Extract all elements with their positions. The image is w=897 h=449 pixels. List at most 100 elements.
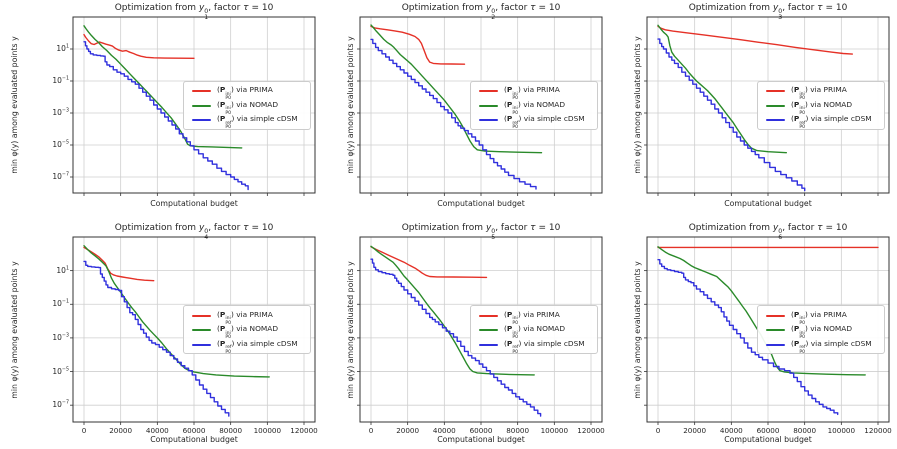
- legend-line-sample: [766, 314, 785, 317]
- legend-entry: (P ini P0) via NOMAD: [758, 99, 884, 116]
- y-tick-label: 10−5: [52, 366, 69, 376]
- y-axis-label: min φ(y) among evaluated points y: [346, 260, 355, 399]
- y-tick-label: 10−7: [52, 400, 69, 410]
- series-line: [657, 38, 806, 192]
- y-axis-label: min φ(y) among evaluated points y: [10, 260, 19, 399]
- legend-box: (P ini P0) via PRIMA (P ini P0) via NOMAD (P re…: [183, 305, 311, 355]
- legend-entry: (P ref P0) via simple cDSM: [184, 338, 310, 355]
- legend-entry: (P ini P0) via NOMAD: [184, 99, 310, 116]
- x-tick-label: 80000: [219, 425, 243, 435]
- x-tick-label: 100000: [540, 425, 569, 435]
- y-axis-label: min φ(y) among evaluated points y: [10, 36, 19, 174]
- y-axis-label: min φ(y) among evaluated points y: [633, 36, 642, 174]
- series-line: [370, 245, 535, 376]
- series-line: [657, 246, 866, 376]
- subplot-6: [644, 236, 890, 425]
- legend-line-sample: [479, 104, 498, 107]
- legend-entry-label: (P ini P0) via NOMAD: [791, 324, 853, 341]
- x-tick-label: 120000: [864, 425, 892, 435]
- series-line: [370, 24, 543, 154]
- legend-line-sample: [766, 90, 785, 92]
- y-tick-label: 10−7: [52, 172, 69, 181]
- x-axis-label: Computational budget: [437, 199, 525, 208]
- legend-entry: (P ini P0) via PRIMA: [471, 309, 597, 326]
- legend-entry: (P ini P0) via NOMAD: [471, 99, 597, 116]
- legend-line-sample: [479, 119, 498, 121]
- x-tick-label: 0: [655, 425, 661, 435]
- series-line: [370, 258, 542, 417]
- legend-box: (P ini P0) via PRIMA (P ini P0) via NOMAD (P re…: [757, 305, 885, 355]
- legend-line-sample: [192, 119, 211, 121]
- legend-entry-label: (P ini P0) via PRIMA: [217, 309, 273, 326]
- legend-line-sample: [192, 90, 211, 92]
- legend-entry-label: (P ini P0) via NOMAD: [217, 99, 279, 116]
- legend-entry-label: (P ref P0) via simple cDSM: [504, 114, 585, 131]
- x-tick-label: 40000: [145, 425, 169, 435]
- legend-entry: (P ref P0) via simple cDSM: [184, 113, 310, 130]
- legend-entry: (P ini P0) via PRIMA: [758, 84, 884, 101]
- legend-line-sample: [766, 343, 785, 346]
- legend-entry: (P ini P0) via PRIMA: [184, 84, 310, 101]
- series-line: [83, 260, 230, 417]
- x-tick-label: 40000: [432, 425, 456, 435]
- legend-box: (P ini P0) via PRIMA (P ini P0) via NOMAD (P re…: [470, 80, 598, 130]
- legend-line-sample: [479, 329, 498, 331]
- legend-box: (P ini P0) via PRIMA (P ini P0) via NOMAD (P re…: [757, 80, 885, 130]
- y-tick-label: 10−1: [52, 76, 69, 85]
- legend-line-sample: [766, 119, 785, 121]
- legend-line-sample: [479, 90, 498, 92]
- legend-entry-label: (P ini P0) via NOMAD: [791, 99, 853, 116]
- series-line: [657, 25, 853, 55]
- series-line: [370, 246, 488, 279]
- x-tick-label: 40000: [719, 425, 743, 435]
- legend-entry: (P ref P0) via simple cDSM: [471, 113, 597, 130]
- x-tick-label: 60000: [756, 425, 780, 435]
- x-tick-label: 120000: [290, 425, 318, 435]
- legend-entry: (P ini P0) via PRIMA: [758, 309, 884, 326]
- x-tick-label: 20000: [109, 425, 133, 435]
- series-line: [83, 246, 155, 282]
- legend-entry-label: (P ref P0) via simple cDSM: [791, 114, 872, 131]
- y-tick-label: 101: [56, 44, 69, 53]
- x-axis-label: Computational budget: [150, 199, 238, 208]
- legend-entry-label: (P ref P0) via simple cDSM: [791, 338, 872, 355]
- legend-entry-label: (P ini P0) via NOMAD: [504, 324, 566, 341]
- x-tick-label: 80000: [793, 425, 817, 435]
- legend-line-sample: [192, 329, 211, 331]
- legend-entry: (P ref P0) via simple cDSM: [471, 338, 597, 355]
- legend-entry: (P ini P0) via PRIMA: [184, 309, 310, 326]
- legend-entry-label: (P ini P0) via PRIMA: [217, 85, 273, 102]
- y-tick-label: 101: [56, 265, 69, 275]
- legend-line-sample: [192, 104, 211, 107]
- x-tick-label: 20000: [683, 425, 707, 435]
- series-line: [83, 25, 243, 149]
- legend-entry: (P ref P0) via simple cDSM: [758, 338, 884, 355]
- y-axis-label: min φ(y) among evaluated points y: [633, 260, 642, 399]
- x-tick-label: 100000: [827, 425, 856, 435]
- legend-line-sample: [766, 104, 785, 107]
- x-tick-label: 120000: [577, 425, 605, 435]
- legend-entry: (P ini P0) via NOMAD: [758, 323, 884, 340]
- x-tick-label: 60000: [469, 425, 493, 435]
- y-tick-label: 10−1: [52, 299, 69, 309]
- legend-line-sample: [192, 343, 211, 346]
- x-axis-label: Computational budget: [437, 435, 525, 444]
- x-tick-label: 80000: [506, 425, 530, 435]
- series-line: [370, 25, 466, 65]
- legend-entry: (P ini P0) via NOMAD: [184, 323, 310, 340]
- x-tick-label: 0: [368, 425, 374, 435]
- x-tick-label: 20000: [396, 425, 420, 435]
- series-line: [657, 24, 787, 154]
- legend-entry: (P ini P0) via PRIMA: [471, 84, 597, 101]
- legend-entry: (P ref P0) via simple cDSM: [758, 113, 884, 130]
- legend-line-sample: [479, 343, 498, 346]
- y-tick-label: 10−3: [52, 108, 69, 117]
- legend-entry-label: (P ini P0) via PRIMA: [791, 85, 847, 102]
- legend-entry-label: (P ini P0) via PRIMA: [791, 309, 847, 326]
